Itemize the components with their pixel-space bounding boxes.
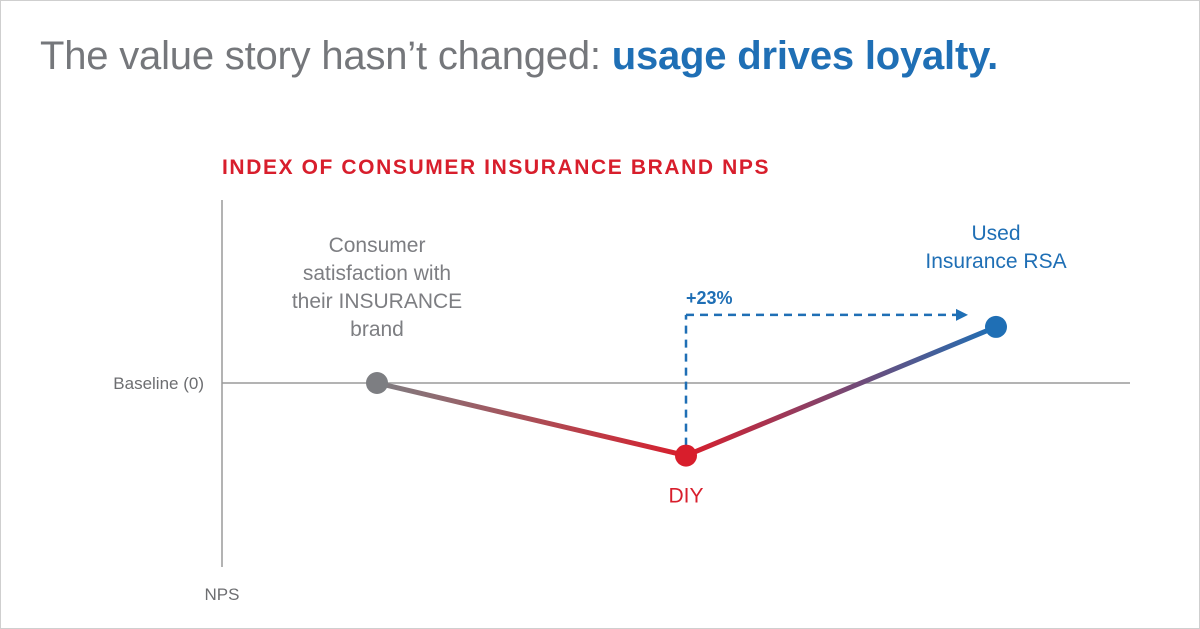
series-segment-1 xyxy=(374,380,689,459)
data-point-1 xyxy=(366,372,388,394)
headline-lead: The value story hasn’t changed: xyxy=(40,34,612,78)
point-label-3: Used Insurance RSA xyxy=(925,222,1066,273)
data-point-3 xyxy=(985,315,1007,338)
headline-accent: usage drives loyalty. xyxy=(611,34,999,78)
point-label-2: DIY xyxy=(668,485,703,508)
data-point-2 xyxy=(675,444,697,467)
point-label-1: Consumer satisfaction with their INSURANCE… xyxy=(292,234,462,341)
annotation-arrowhead xyxy=(956,308,968,321)
headline: The value story hasn’t changed: usage dr… xyxy=(40,34,998,79)
chart-marks: +23% Consumer satisfaction with their INSUR… xyxy=(292,222,1067,508)
y-axis-label: NPS xyxy=(205,585,240,604)
series-segment-2 xyxy=(683,324,999,459)
annotation-label: +23% xyxy=(686,288,733,308)
baseline-label: Baseline (0) xyxy=(113,374,204,393)
chart-title: INDEX OF CONSUMER INSURANCE BRAND NPS xyxy=(222,156,771,179)
